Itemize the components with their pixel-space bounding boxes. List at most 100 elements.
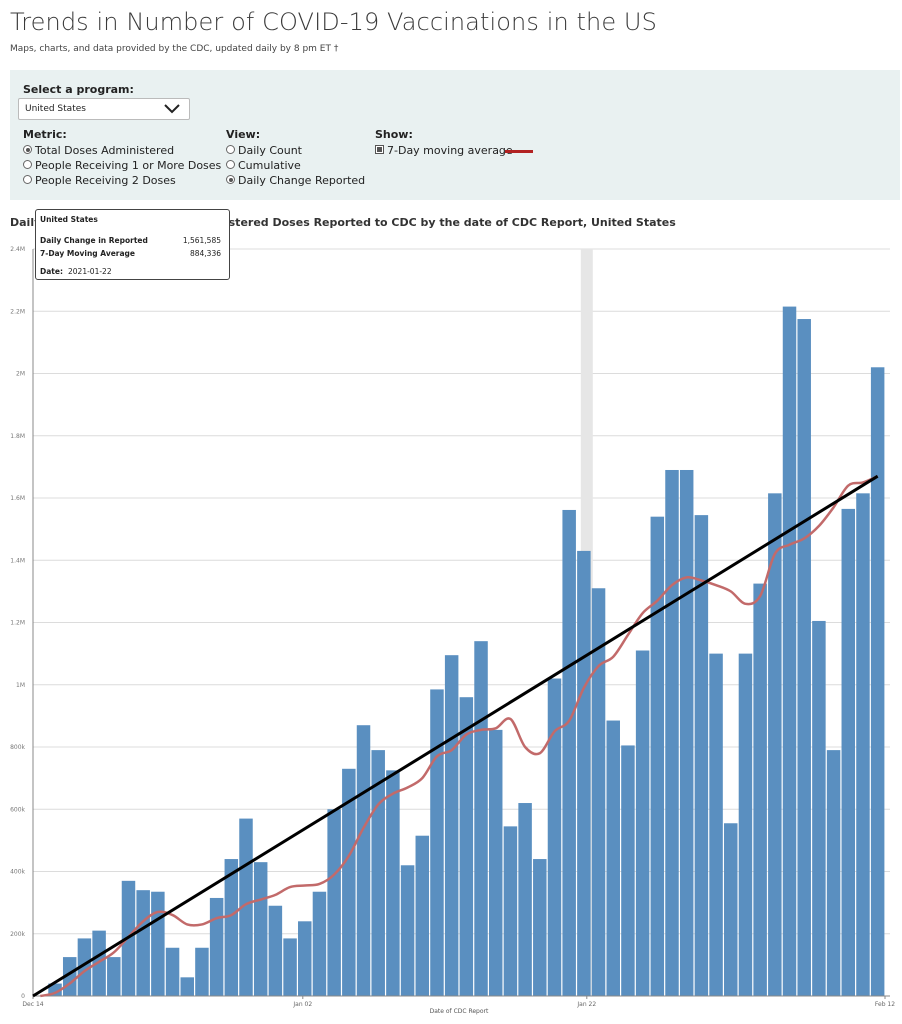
y-tick-label: 1M bbox=[16, 682, 25, 689]
radio-icon[interactable] bbox=[23, 175, 32, 184]
view-label: View: bbox=[226, 128, 261, 141]
tooltip-row1-label: Daily Change in Reported bbox=[40, 236, 148, 245]
y-tick-label: 1.8M bbox=[10, 433, 25, 440]
y-axis-tick-labels: 0 200k 400k 600k 800k 1M 1.2M 1.4M 1.6M 1.8M 2M 2.2… bbox=[10, 246, 25, 1000]
bar bbox=[136, 890, 150, 996]
bar bbox=[753, 583, 767, 996]
bar bbox=[841, 508, 856, 996]
bar bbox=[400, 865, 415, 996]
bar bbox=[342, 768, 356, 996]
tooltip-date-value: 2021-01-22 bbox=[68, 267, 112, 276]
bar bbox=[694, 515, 709, 996]
bar bbox=[679, 469, 694, 996]
bar bbox=[738, 653, 753, 996]
bar bbox=[591, 588, 606, 996]
bar bbox=[812, 620, 826, 996]
bar bbox=[533, 859, 547, 996]
bar bbox=[870, 367, 885, 996]
y-tick-label: 200k bbox=[10, 931, 25, 938]
view-option-daily-change[interactable]: Daily Change Reported bbox=[226, 174, 365, 187]
bar bbox=[503, 826, 518, 996]
bar bbox=[386, 770, 400, 996]
bar bbox=[371, 750, 385, 996]
chart-title-start: Daily bbox=[10, 216, 42, 229]
y-tick-label: 2M bbox=[16, 371, 25, 378]
y-tick-label: 2.4M bbox=[10, 246, 25, 253]
bar bbox=[724, 823, 738, 996]
bar bbox=[650, 516, 665, 996]
chart-title: Daily inistered Doses Reported to CDC by … bbox=[10, 216, 676, 229]
bar bbox=[444, 655, 459, 996]
bar bbox=[856, 493, 870, 996]
y-tick-label: 2.2M bbox=[10, 308, 25, 315]
chart-tooltip: United States Daily Change in Reported 1… bbox=[35, 209, 230, 280]
bar bbox=[518, 803, 532, 996]
bar bbox=[180, 977, 194, 996]
moving-average-legend-line bbox=[505, 150, 533, 153]
y-tick-label: 0 bbox=[21, 993, 25, 1000]
bar bbox=[107, 957, 121, 996]
metric-label: Metric: bbox=[23, 128, 67, 141]
tooltip-row2-value: 884,336 bbox=[189, 249, 221, 258]
bar bbox=[253, 862, 268, 996]
y-tick-label: 600k bbox=[10, 806, 25, 813]
bar bbox=[635, 650, 650, 996]
bar bbox=[826, 750, 841, 996]
bar bbox=[474, 641, 488, 996]
x-tick-label: Dec 14 bbox=[22, 1001, 43, 1008]
bar bbox=[577, 550, 591, 996]
bar bbox=[709, 653, 723, 996]
radio-icon[interactable] bbox=[226, 160, 235, 169]
x-axis-title: Date of CDC Report bbox=[430, 1008, 489, 1015]
radio-selected-icon[interactable] bbox=[23, 145, 32, 154]
tooltip-date-label: Date: bbox=[40, 267, 63, 276]
metric-option-two-doses[interactable]: People Receiving 2 Doses bbox=[23, 174, 176, 187]
x-tick-label: Jan 02 bbox=[292, 1001, 312, 1008]
bar bbox=[415, 835, 430, 996]
program-select[interactable]: United States bbox=[18, 98, 190, 120]
x-tick-label: Feb 12 bbox=[875, 1001, 895, 1008]
bar bbox=[165, 947, 180, 996]
bar bbox=[782, 306, 797, 996]
y-tick-label: 400k bbox=[10, 869, 25, 876]
radio-selected-icon[interactable] bbox=[226, 175, 235, 184]
bar bbox=[797, 319, 811, 996]
program-select-value: United States bbox=[25, 104, 86, 114]
bar bbox=[562, 509, 576, 996]
bar bbox=[356, 725, 371, 996]
bar bbox=[459, 697, 474, 996]
chart-title-end: inistered Doses Reported to CDC by the d… bbox=[213, 216, 676, 229]
bar bbox=[621, 745, 635, 996]
bar bbox=[195, 947, 209, 996]
view-option-cumulative[interactable]: Cumulative bbox=[226, 159, 301, 172]
y-tick-label: 1.2M bbox=[10, 620, 25, 627]
radio-icon[interactable] bbox=[23, 160, 32, 169]
metric-option-one-dose[interactable]: People Receiving 1 or More Doses bbox=[23, 159, 221, 172]
y-tick-label: 800k bbox=[10, 744, 25, 751]
bar bbox=[312, 891, 327, 996]
chart-bars bbox=[48, 306, 885, 996]
checkbox-checked-icon[interactable] bbox=[375, 145, 384, 154]
page-title: Trends in Number of COVID-19 Vaccination… bbox=[10, 8, 657, 36]
tooltip-row2-label: 7-Day Moving Average bbox=[40, 249, 136, 258]
metric-option-total[interactable]: Total Doses Administered bbox=[23, 144, 174, 157]
bar bbox=[298, 921, 312, 996]
view-option-daily-count[interactable]: Daily Count bbox=[226, 144, 302, 157]
bar bbox=[77, 938, 92, 996]
moving-average-line bbox=[40, 475, 879, 998]
page-subtitle: Maps, charts, and data provided by the C… bbox=[10, 44, 339, 54]
bar bbox=[606, 720, 620, 996]
bar bbox=[488, 729, 503, 996]
y-tick-label: 1.6M bbox=[10, 495, 25, 502]
bar bbox=[92, 930, 106, 996]
bar bbox=[151, 891, 165, 996]
show-moving-average-toggle[interactable]: 7-Day moving average bbox=[375, 144, 513, 157]
x-tick-label: Jan 22 bbox=[576, 1001, 596, 1008]
bar bbox=[268, 905, 283, 996]
radio-icon[interactable] bbox=[226, 145, 235, 154]
bar bbox=[547, 678, 562, 996]
tooltip-row1-value: 1,561,585 bbox=[182, 236, 221, 245]
bar bbox=[327, 809, 341, 996]
bar bbox=[224, 859, 239, 996]
bar bbox=[430, 689, 444, 996]
